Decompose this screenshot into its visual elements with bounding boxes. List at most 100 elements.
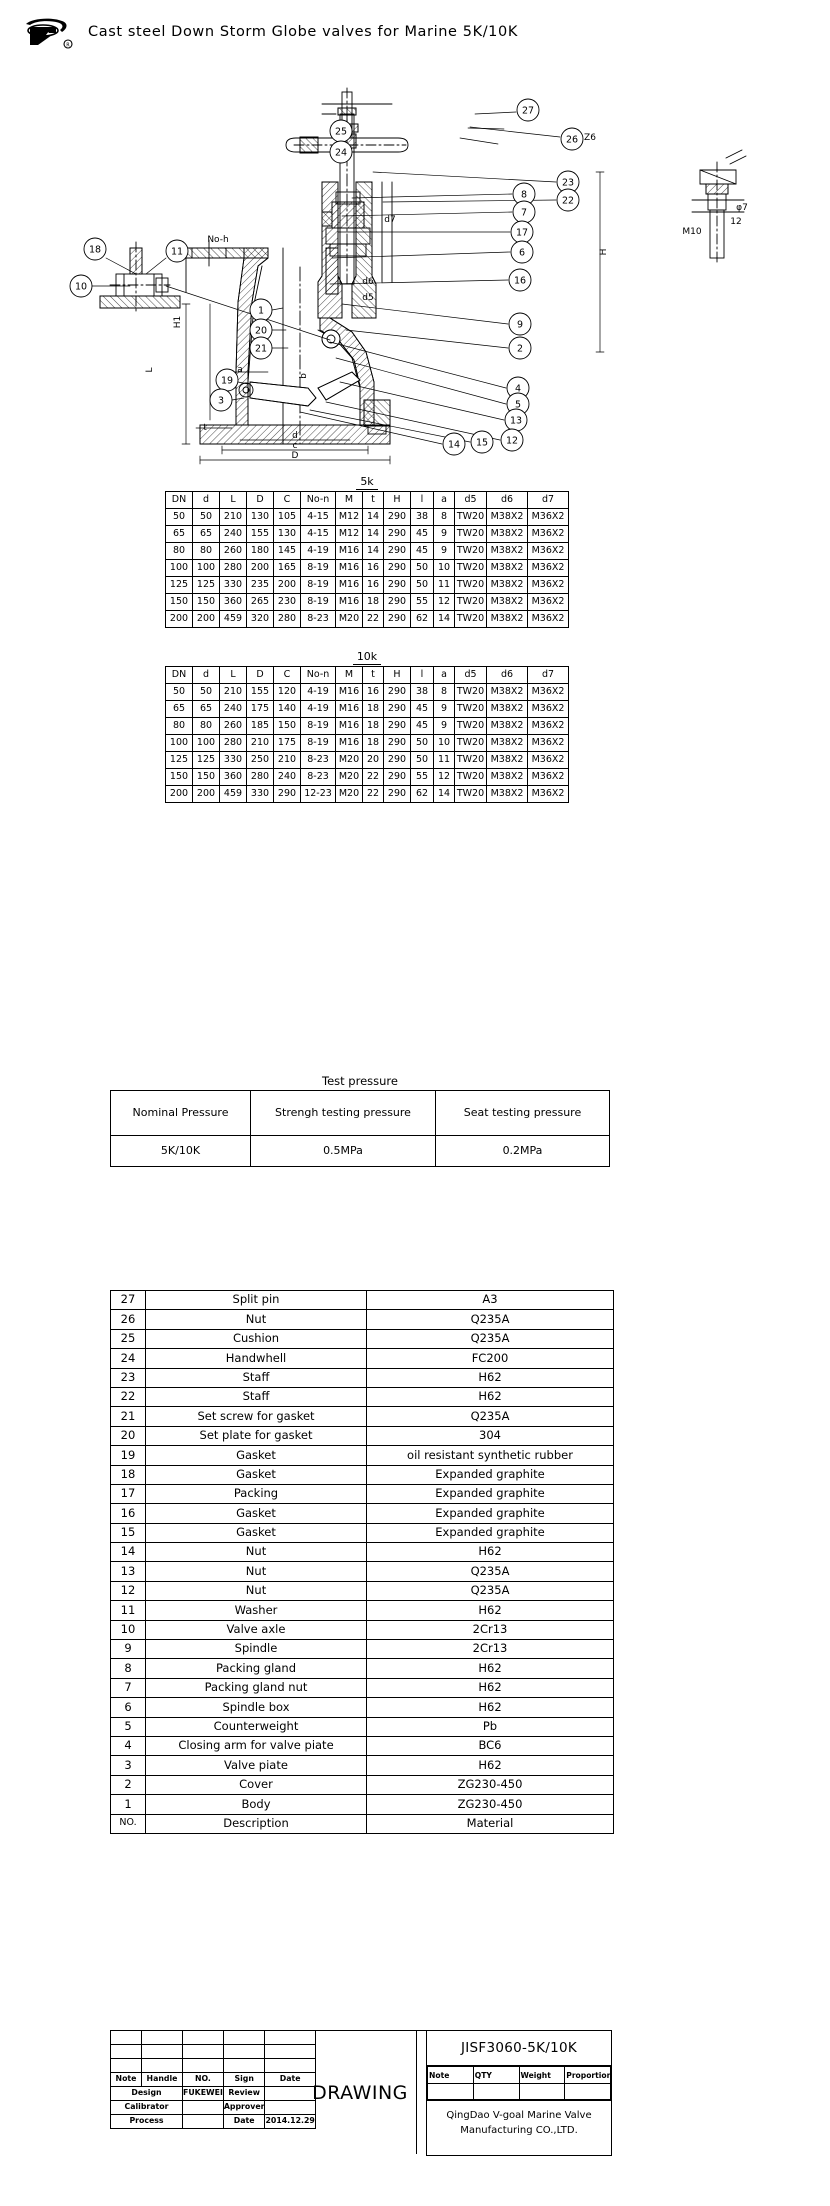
td-d5: TW20 — [454, 610, 487, 628]
td-l: 459 — [219, 785, 247, 803]
revision-name-value: FUKEWEI — [182, 2086, 224, 2101]
bom-item-description: Set plate for gasket — [145, 1425, 367, 1447]
svg-text:11: 11 — [171, 247, 183, 258]
qty-value-cell — [472, 2083, 520, 2100]
dim-D: D — [292, 451, 299, 461]
bom-item-description: Spindle — [145, 1639, 367, 1660]
th-5k-l: l — [410, 491, 434, 509]
bill-of-materials: 27 Split pin A3 26 Nut Q235A 25 Cushion Q235A 24 H… — [110, 1289, 614, 1834]
bom-item-no: 13 — [110, 1561, 146, 1582]
svg-text:21: 21 — [255, 344, 267, 355]
td-l: 55 — [410, 768, 434, 786]
table-row: 100 100 280 200 165 8-19 M16 16 290 50 10 TW20 M38X2… — [165, 559, 569, 577]
svg-text:3: 3 — [218, 396, 224, 407]
td-d7: M36X2 — [527, 734, 569, 752]
td-d7: M36X2 — [527, 576, 569, 594]
td-d7: M36X2 — [527, 785, 569, 803]
table-row: 100 100 280 210 175 8-19 M16 18 290 50 10 TW20 M38X2… — [165, 734, 569, 752]
bom-item-material: H62 — [366, 1600, 614, 1621]
svg-text:19: 19 — [221, 376, 233, 387]
th-10k-l: L — [219, 666, 247, 684]
table-row: 25 Cushion Q235A — [110, 1328, 614, 1350]
td-non: 4-15 — [300, 525, 336, 543]
title-block: Note Handle NO. Sign Date Design FUKEWEI Review… — [110, 2030, 612, 2156]
td-d6: M38X2 — [486, 593, 528, 611]
td-a: 14 — [433, 785, 455, 803]
bom-item-material: 304 — [366, 1425, 614, 1447]
valve-drawing-svg: 27 26 25 24 23 22 8 7 17 6 16 9 2 4 5 13… — [69, 87, 748, 465]
svg-text:25: 25 — [335, 127, 347, 138]
svg-text:12: 12 — [506, 436, 518, 447]
td-l: 50 — [410, 559, 434, 577]
svg-text:R: R — [66, 43, 70, 49]
bom-item-no: 25 — [110, 1328, 146, 1350]
td-seat-testing-pressure: 0.2MPa — [435, 1135, 610, 1167]
revision-blank-cell — [110, 2058, 142, 2073]
balloon-16: 16 — [508, 268, 532, 292]
bom-item-no: 26 — [110, 1309, 146, 1330]
td-m: M16 — [335, 700, 363, 718]
table-row: 24 Handwhell FC200 — [110, 1348, 614, 1369]
th-5k-l: L — [219, 491, 247, 509]
td-d6: M38X2 — [486, 610, 528, 628]
table-row: 50 50 210 155 120 4-19 M16 16 290 38 8 TW20 M38X2 M36… — [165, 683, 569, 701]
th-10k-d: d — [192, 666, 220, 684]
revision-blank-cell — [264, 2058, 316, 2073]
svg-text:4: 4 — [515, 384, 521, 395]
table-row: 20 Set plate for gasket 304 — [110, 1425, 614, 1447]
sheet-header: R Cast steel Down Storm Globe valves for… — [0, 0, 830, 58]
td-a: 9 — [433, 700, 455, 718]
td-a: 9 — [433, 717, 455, 735]
table-row: 80 80 260 185 150 8-19 M16 18 290 45 9 TW20 M38X2 M36… — [165, 717, 569, 735]
svg-text:15: 15 — [476, 438, 488, 449]
title-block-right: JISF3060-5K/10K Note QTY Weight Proportion … — [426, 2030, 612, 2156]
td-non: 8-23 — [300, 768, 336, 786]
td-m: M20 — [335, 785, 363, 803]
table-row: 18 Gasket Expanded graphite — [110, 1464, 614, 1485]
td-a: 10 — [433, 734, 455, 752]
td-d7: M36X2 — [527, 717, 569, 735]
bom-item-material: H62 — [366, 1677, 614, 1699]
td-l: 210 — [219, 683, 247, 701]
td-m: M16 — [335, 559, 363, 577]
bom-item-description: Gasket — [145, 1522, 367, 1544]
th-nominal-pressure: Nominal Pressure — [110, 1090, 251, 1136]
revision-name-value — [182, 2100, 224, 2115]
td-d: 150 — [192, 593, 220, 611]
qty-header-proportion: Proportion — [564, 2066, 612, 2084]
bom-item-description: Packing — [145, 1483, 367, 1505]
bom-header-no: NO. — [110, 1813, 146, 1834]
td-l: 240 — [219, 525, 247, 543]
balloon-2: 2 — [508, 336, 532, 360]
revision-row: Design FUKEWEI Review — [110, 2086, 316, 2101]
td-d: 155 — [246, 525, 274, 543]
td-d: 330 — [246, 785, 274, 803]
bom-item-description: Nut — [145, 1580, 367, 1602]
bom-item-no: 3 — [110, 1755, 146, 1776]
td-d6: M38X2 — [486, 525, 528, 543]
svg-text:22: 22 — [562, 196, 574, 207]
dim-phi7: φ7 — [736, 203, 748, 213]
td-t: 18 — [362, 593, 384, 611]
balloon-21: 21 — [249, 336, 273, 360]
bom-item-description: Gasket — [145, 1445, 367, 1466]
table-row: 2 Cover ZG230-450 — [110, 1774, 614, 1796]
spec-table-10k-caption: 10k — [165, 650, 569, 667]
balloon-9: 9 — [508, 312, 532, 336]
svg-text:13: 13 — [510, 416, 522, 427]
td-m: M20 — [335, 610, 363, 628]
bom-item-no: 18 — [110, 1464, 146, 1485]
svg-text:2: 2 — [517, 344, 523, 355]
td-c: 150 — [273, 717, 301, 735]
bom-item-no: 9 — [110, 1639, 146, 1660]
td-d7: M36X2 — [527, 542, 569, 560]
td-m: M16 — [335, 734, 363, 752]
table-row: 14 Nut H62 — [110, 1542, 614, 1563]
td-l: 38 — [410, 683, 434, 701]
table-row: 22 Staff H62 — [110, 1386, 614, 1408]
td-d6: M38X2 — [486, 717, 528, 735]
td-l: 360 — [219, 768, 247, 786]
bom-item-material: Q235A — [366, 1561, 614, 1582]
td-d: 210 — [246, 734, 274, 752]
